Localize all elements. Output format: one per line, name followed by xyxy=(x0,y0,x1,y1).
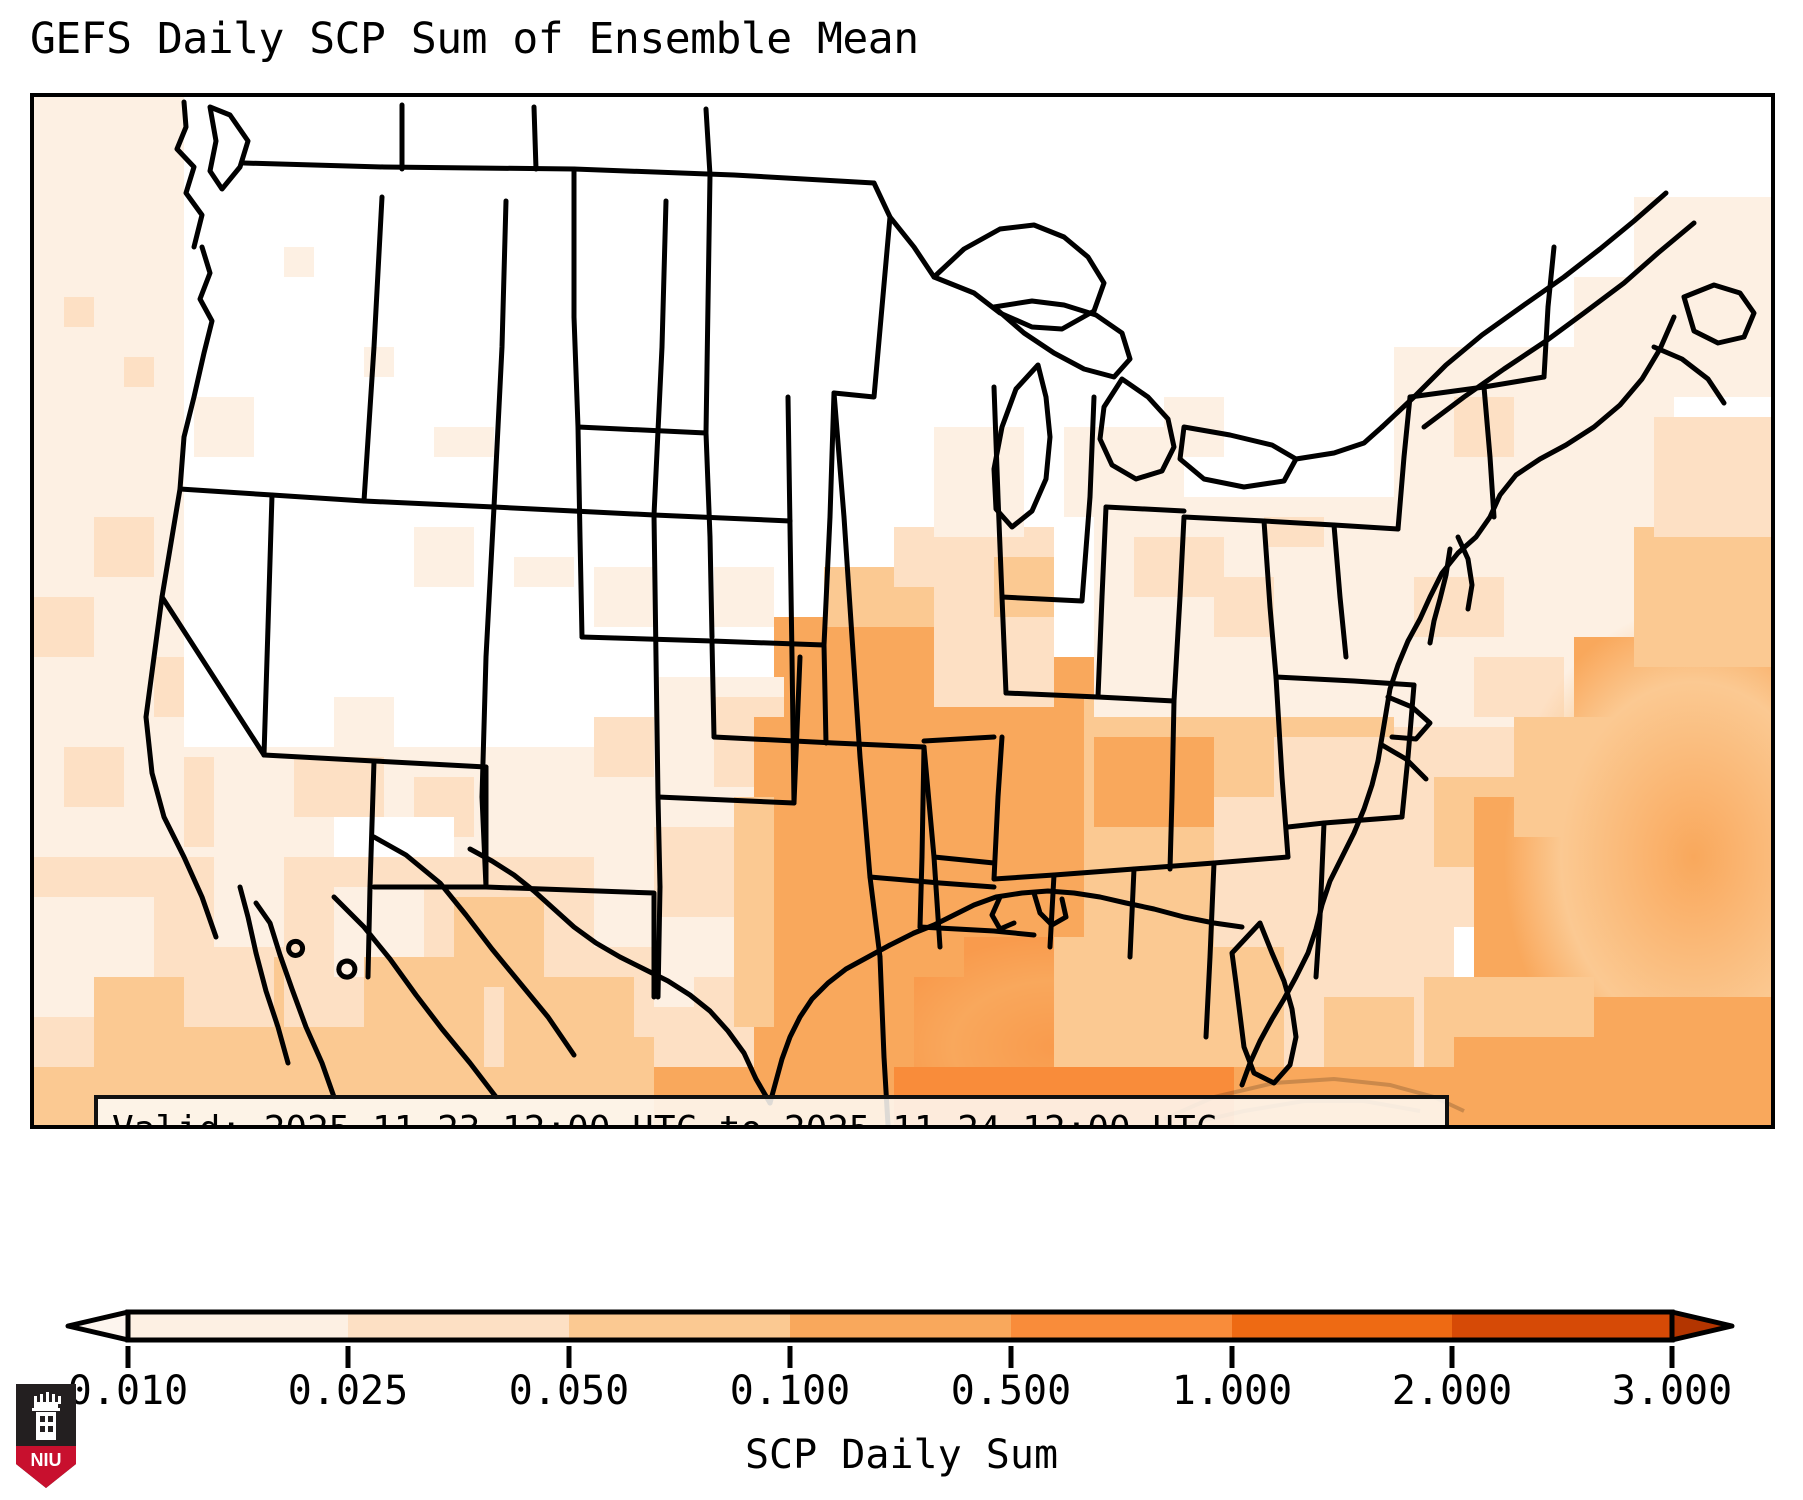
colorbar-ticks xyxy=(125,1346,1675,1368)
forecast-info-box: Valid: 2025-11-23 12:00 UTC to 2025-11-2… xyxy=(94,1095,1449,1125)
colorbar-tick-label: 2.000 xyxy=(1391,1368,1513,1414)
niu-logo: NIU xyxy=(16,1384,76,1488)
page-title: GEFS Daily SCP Sum of Ensemble Mean xyxy=(30,14,919,64)
colorbar-tick-label: 3.000 xyxy=(1611,1368,1733,1414)
colorbar-svg xyxy=(65,1309,1735,1343)
tower-windows-icon xyxy=(40,1416,53,1432)
niu-logo-text: NIU xyxy=(31,1450,62,1470)
colorbar-tick-label: 1.000 xyxy=(1171,1368,1293,1414)
colorbar-tick-label: 0.100 xyxy=(729,1368,851,1414)
map-panel[interactable]: Valid: 2025-11-23 12:00 UTC to 2025-11-2… xyxy=(30,93,1775,1129)
map-canvas xyxy=(34,97,1771,1125)
colorbar[interactable] xyxy=(60,1306,1760,1346)
scp-shaded-field xyxy=(34,97,1771,1125)
map-svg xyxy=(34,97,1771,1125)
colorbar-tick-label: 0.025 xyxy=(287,1368,409,1414)
colorbar-tick-labels: 0.010 0.025 0.050 0.100 0.500 1.000 2.00… xyxy=(0,1368,1803,1428)
colorbar-title: SCP Daily Sum xyxy=(744,1432,1059,1478)
colorbar-tick-label: 0.010 xyxy=(67,1368,189,1414)
colorbar-bands xyxy=(128,1312,1672,1340)
colorbar-tick-label: 0.050 xyxy=(508,1368,630,1414)
colorbar-over-arrow xyxy=(1669,1309,1735,1343)
colorbar-tick-label: 0.500 xyxy=(950,1368,1072,1414)
map-geography xyxy=(143,99,1757,1125)
colorbar-under-arrow xyxy=(65,1309,131,1343)
valid-time-line: Valid: 2025-11-23 12:00 UTC to 2025-11-2… xyxy=(112,1105,1431,1125)
